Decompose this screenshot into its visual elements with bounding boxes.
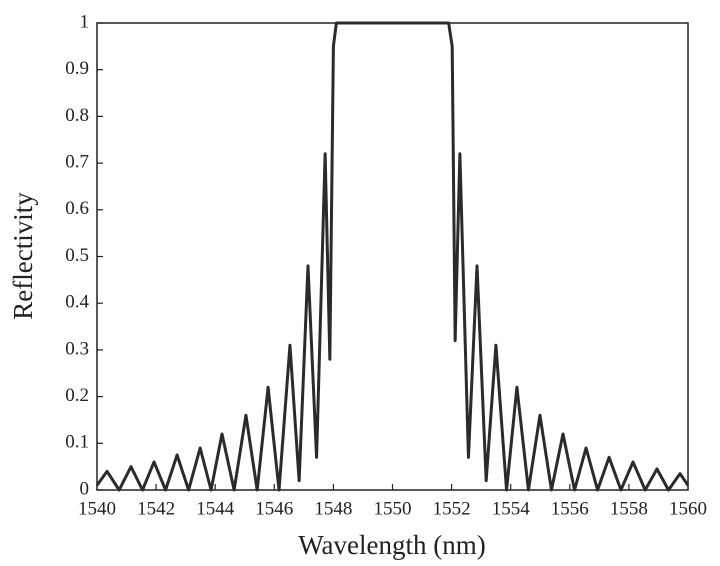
x-tick-label: 1556 [551,498,589,519]
y-tick-label: 0.9 [65,58,89,79]
y-tick-label: 0.3 [65,338,89,359]
y-tick-label: 0.2 [65,385,89,406]
x-tick-label: 1558 [610,498,648,519]
y-axis-label: Reflectivity [8,192,38,320]
x-tick-label: 1554 [492,498,531,519]
y-tick-label: 0.6 [65,198,89,219]
y-tick-label: 0.8 [65,105,89,126]
x-tick-label: 1540 [78,498,116,519]
x-axis-label: Wavelength (nm) [298,530,486,560]
y-tick-label: 0.5 [65,245,89,266]
x-tick-label: 1560 [669,498,707,519]
x-tick-label: 1552 [433,498,471,519]
y-tick-label: 0.4 [65,292,89,313]
y-tick-label: 0.7 [65,151,89,172]
x-tick-label: 1542 [137,498,175,519]
plot-frame [96,22,689,491]
x-tick-label: 1544 [196,498,235,519]
x-tick-label: 1550 [374,498,412,519]
y-tick-label: 0 [80,478,90,499]
x-tick-label: 1546 [255,498,293,519]
y-tick-label: 0.1 [65,432,89,453]
reflectivity-line [95,21,690,492]
x-tick-label: 1548 [314,498,352,519]
y-tick-label: 1 [80,11,90,32]
